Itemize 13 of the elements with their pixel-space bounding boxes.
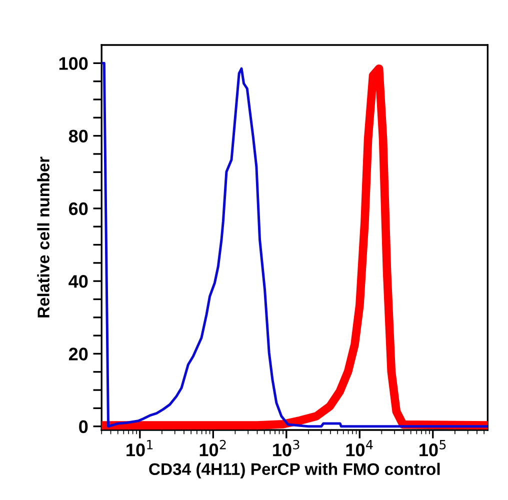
y-tick-label: 0: [79, 420, 88, 434]
y-tick-label: 40: [68, 275, 88, 288]
x-tick-label: 10$^{4}$: [346, 440, 373, 456]
y-tick-label: 20: [68, 348, 88, 360]
y-tick-label: 80: [68, 130, 88, 143]
x-tick-label: 10$^{2}$: [200, 440, 226, 456]
y-axis-title: Relative cell number: [37, 156, 50, 318]
x-tick-label: 10$^{1}$: [126, 440, 153, 456]
x-tick-label: 10$^{3}$: [273, 440, 300, 456]
x-tick-label: 10$^{5}$: [420, 440, 446, 456]
y-tick-label: 100: [59, 57, 88, 70]
x-axis-title: CD34 (4H11) PerCP with FMO control: [149, 462, 440, 478]
y-tick-label: 60: [68, 202, 88, 216]
